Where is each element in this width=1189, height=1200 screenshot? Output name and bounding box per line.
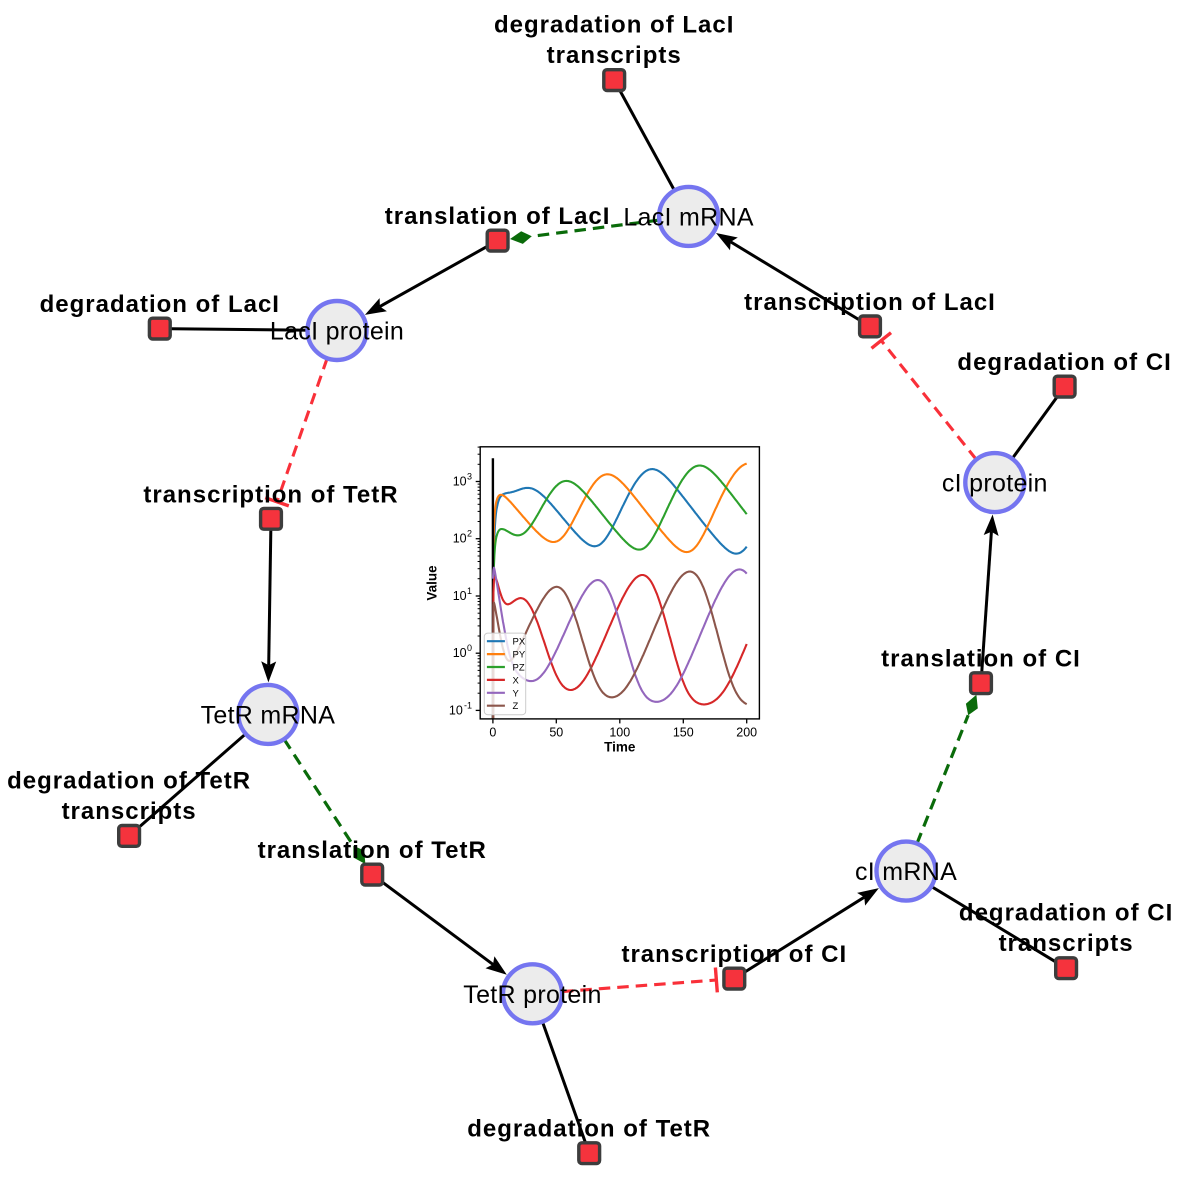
svg-text:TetR mRNA: TetR mRNA — [201, 701, 336, 729]
svg-text:0: 0 — [467, 643, 472, 653]
svg-text:LacI mRNA: LacI mRNA — [623, 203, 754, 231]
svg-text:Y: Y — [513, 688, 520, 699]
svg-text:2: 2 — [467, 529, 472, 539]
svg-text:translation of TetR: translation of TetR — [258, 837, 487, 864]
svg-text:10: 10 — [453, 475, 467, 489]
svg-text:cI protein: cI protein — [942, 470, 1048, 498]
svg-text:transcripts: transcripts — [999, 930, 1134, 957]
svg-text:100: 100 — [609, 725, 630, 739]
svg-text:degradation of LacI: degradation of LacI — [494, 12, 734, 39]
svg-text:150: 150 — [673, 725, 694, 739]
svg-text:translation of CI: translation of CI — [881, 646, 1081, 673]
svg-text:translation of LacI: translation of LacI — [385, 203, 611, 230]
svg-text:transcripts: transcripts — [547, 42, 682, 69]
svg-text:transcription of CI: transcription of CI — [621, 941, 847, 968]
svg-text:PZ: PZ — [513, 663, 525, 674]
svg-text:1: 1 — [467, 586, 472, 596]
svg-text:0: 0 — [489, 725, 496, 739]
svg-text:10: 10 — [453, 646, 467, 660]
svg-text:Value: Value — [425, 565, 440, 601]
svg-text:degradation of CI: degradation of CI — [957, 349, 1171, 376]
svg-text:transcription of TetR: transcription of TetR — [143, 481, 398, 508]
svg-text:X: X — [513, 675, 520, 686]
svg-text:degradation of CI: degradation of CI — [959, 900, 1173, 927]
svg-text:transcripts: transcripts — [62, 798, 197, 825]
svg-text:PY: PY — [513, 650, 526, 661]
svg-text:200: 200 — [736, 725, 757, 739]
svg-text:cI mRNA: cI mRNA — [855, 858, 957, 886]
svg-text:degradation of TetR: degradation of TetR — [7, 767, 251, 794]
svg-text:TetR protein: TetR protein — [463, 981, 601, 1009]
svg-text:50: 50 — [549, 725, 563, 739]
svg-text:-1: -1 — [464, 700, 472, 710]
svg-text:10: 10 — [449, 703, 463, 717]
svg-text:3: 3 — [467, 472, 472, 482]
svg-text:Time: Time — [604, 740, 636, 755]
svg-text:Z: Z — [513, 701, 519, 712]
svg-text:degradation of TetR: degradation of TetR — [467, 1116, 711, 1143]
svg-text:10: 10 — [453, 532, 467, 546]
svg-text:PX: PX — [513, 637, 526, 648]
svg-text:degradation of LacI: degradation of LacI — [40, 291, 280, 318]
svg-text:transcription of LacI: transcription of LacI — [744, 289, 996, 316]
svg-text:LacI protein: LacI protein — [270, 318, 404, 346]
svg-text:10: 10 — [453, 589, 467, 603]
